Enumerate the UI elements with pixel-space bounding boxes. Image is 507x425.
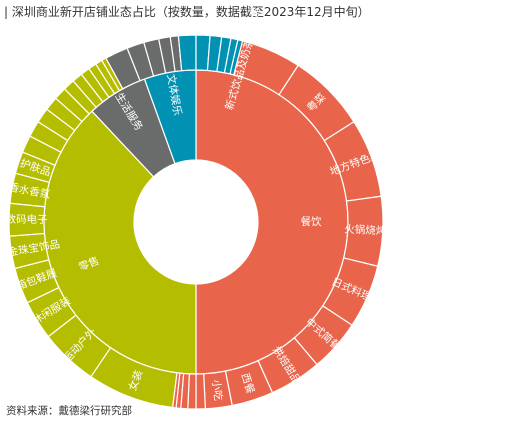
- inner-ring: [43, 69, 349, 375]
- outer-label-7: 西餐: [238, 371, 257, 395]
- outer-segment-9: [195, 373, 207, 410]
- chart-title: | 深圳商业新开店铺业态占比（按数量，数据截至2023年12月中旬）: [4, 5, 370, 19]
- outer-label-3: 火锅烧烤: [344, 222, 387, 237]
- inner-label-0: 餐饮: [301, 215, 322, 228]
- outer-segment-38: [177, 34, 197, 72]
- outer-label-8: 小吃: [209, 379, 225, 402]
- outer-label-19: 数码电子: [5, 213, 47, 227]
- outer-ring: [8, 34, 384, 410]
- outer-segment-43: [229, 39, 244, 76]
- chart-source: 资料来源：戴德梁行研究部: [6, 405, 132, 417]
